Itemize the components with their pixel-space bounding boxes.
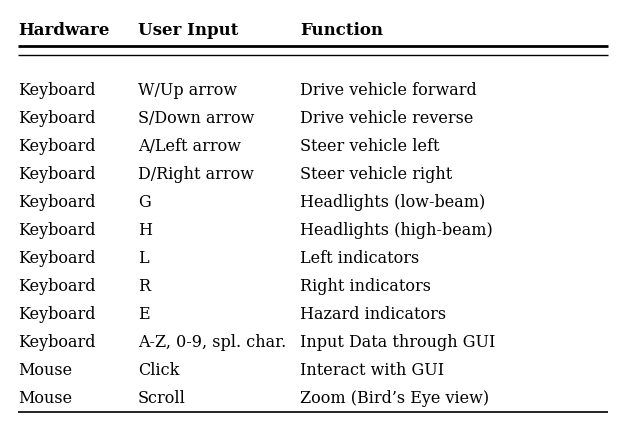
Text: Hazard indicators: Hazard indicators	[300, 306, 446, 323]
Text: Input Data through GUI: Input Data through GUI	[300, 334, 495, 351]
Text: Keyboard: Keyboard	[18, 82, 96, 99]
Text: Steer vehicle right: Steer vehicle right	[300, 166, 452, 183]
Text: Mouse: Mouse	[18, 362, 72, 379]
Text: Keyboard: Keyboard	[18, 222, 96, 239]
Text: Right indicators: Right indicators	[300, 278, 431, 295]
Text: Zoom (Bird’s Eye view): Zoom (Bird’s Eye view)	[300, 390, 489, 407]
Text: Keyboard: Keyboard	[18, 278, 96, 295]
Text: Drive vehicle forward: Drive vehicle forward	[300, 82, 477, 99]
Text: Interact with GUI: Interact with GUI	[300, 362, 444, 379]
Text: Mouse: Mouse	[18, 390, 72, 407]
Text: H: H	[138, 222, 152, 239]
Text: Keyboard: Keyboard	[18, 334, 96, 351]
Text: Keyboard: Keyboard	[18, 110, 96, 127]
Text: A/Left arrow: A/Left arrow	[138, 138, 241, 155]
Text: Scroll: Scroll	[138, 390, 186, 407]
Text: A-Z, 0-9, spl. char.: A-Z, 0-9, spl. char.	[138, 334, 286, 351]
Text: Headlights (high-beam): Headlights (high-beam)	[300, 222, 493, 239]
Text: R: R	[138, 278, 150, 295]
Text: Click: Click	[138, 362, 180, 379]
Text: Headlights (low-beam): Headlights (low-beam)	[300, 194, 485, 211]
Text: User Input: User Input	[138, 22, 239, 39]
Text: Drive vehicle reverse: Drive vehicle reverse	[300, 110, 473, 127]
Text: Steer vehicle left: Steer vehicle left	[300, 138, 439, 155]
Text: L: L	[138, 250, 148, 267]
Text: S/Down arrow: S/Down arrow	[138, 110, 254, 127]
Text: Keyboard: Keyboard	[18, 138, 96, 155]
Text: Hardware: Hardware	[18, 22, 110, 39]
Text: D/Right arrow: D/Right arrow	[138, 166, 254, 183]
Text: Keyboard: Keyboard	[18, 166, 96, 183]
Text: Left indicators: Left indicators	[300, 250, 419, 267]
Text: G: G	[138, 194, 151, 211]
Text: Keyboard: Keyboard	[18, 306, 96, 323]
Text: Keyboard: Keyboard	[18, 250, 96, 267]
Text: W/Up arrow: W/Up arrow	[138, 82, 237, 99]
Text: Keyboard: Keyboard	[18, 194, 96, 211]
Text: E: E	[138, 306, 150, 323]
Text: Function: Function	[300, 22, 383, 39]
